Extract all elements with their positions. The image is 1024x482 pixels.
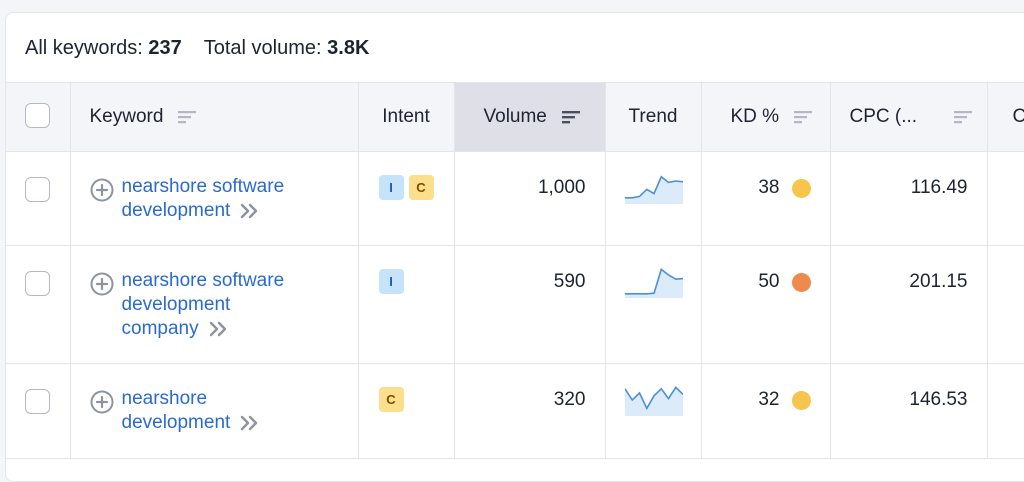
header-trend: Trend <box>605 83 701 152</box>
header-intent-label: Intent <box>382 106 430 128</box>
kd-value: 50 <box>758 271 779 293</box>
trend-sparkline <box>625 266 683 298</box>
kd-cell: 32 <box>701 364 830 459</box>
sort-icon[interactable] <box>177 109 197 125</box>
more-cell <box>987 152 1024 246</box>
add-keyword-icon[interactable] <box>90 390 114 414</box>
intent-commercial-badge: C <box>379 387 404 412</box>
double-chevron-right-icon[interactable] <box>239 414 261 432</box>
intent-commercial-badge: C <box>409 175 434 200</box>
intent-informational-badge: I <box>379 175 404 200</box>
volume-value: 1,000 <box>454 152 605 246</box>
all-keywords-count: 237 <box>148 37 181 59</box>
kd-easy-dot <box>792 179 811 198</box>
header-keyword-label: Keyword <box>90 106 164 128</box>
volume-value: 320 <box>454 364 605 459</box>
all-keywords-label: All keywords: <box>25 37 143 59</box>
header-kd-label: KD % <box>731 106 780 128</box>
trend-cell <box>605 246 701 364</box>
header-more-label: C <box>1013 106 1024 128</box>
header-intent: Intent <box>358 83 454 152</box>
table-header-row: Keyword Intent Volume <box>6 83 1024 152</box>
trend-cell <box>605 364 701 459</box>
header-keyword[interactable]: Keyword <box>70 83 358 152</box>
header-select-all <box>6 83 70 152</box>
keywords-panel: All keywords: 237 Total volume: 3.8K Keyw… <box>5 12 1024 482</box>
sort-icon[interactable] <box>793 109 813 125</box>
row-checkbox[interactable] <box>25 177 50 202</box>
volume-value: 590 <box>454 246 605 364</box>
row-checkbox[interactable] <box>25 389 50 414</box>
cpc-value: 116.49 <box>830 152 987 246</box>
kd-value: 32 <box>758 389 779 411</box>
trend-sparkline <box>625 384 683 416</box>
sort-icon[interactable] <box>953 109 973 125</box>
kd-medium-dot <box>792 273 811 292</box>
header-volume-label: Volume <box>484 106 547 128</box>
header-trend-label: Trend <box>629 106 678 128</box>
trend-cell <box>605 152 701 246</box>
header-cpc-label: CPC (... <box>850 106 918 128</box>
header-cpc[interactable]: CPC (... <box>830 83 987 152</box>
keywords-table: Keyword Intent Volume <box>6 82 1024 459</box>
kd-easy-dot <box>792 391 811 410</box>
add-keyword-icon[interactable] <box>90 272 114 296</box>
header-more[interactable]: C <box>987 83 1024 152</box>
intent-cell: C <box>358 364 454 459</box>
row-checkbox[interactable] <box>25 271 50 296</box>
more-cell <box>987 364 1024 459</box>
total-volume-value: 3.8K <box>327 37 369 59</box>
cpc-value: 201.15 <box>830 246 987 364</box>
trend-sparkline <box>625 172 683 204</box>
double-chevron-right-icon[interactable] <box>239 202 261 220</box>
header-volume[interactable]: Volume <box>454 83 605 152</box>
cpc-value: 146.53 <box>830 364 987 459</box>
add-keyword-icon[interactable] <box>90 178 114 202</box>
more-cell <box>987 246 1024 364</box>
trend-area <box>625 387 683 416</box>
select-all-checkbox[interactable] <box>25 103 50 128</box>
header-kd[interactable]: KD % <box>701 83 830 152</box>
intent-cell: I <box>358 246 454 364</box>
sort-active-icon[interactable] <box>561 109 581 125</box>
keywords-summary: All keywords: 237 Total volume: 3.8K <box>25 37 369 60</box>
kd-value: 38 <box>758 177 779 199</box>
kd-cell: 38 <box>701 152 830 246</box>
double-chevron-right-icon[interactable] <box>208 320 230 338</box>
kd-cell: 50 <box>701 246 830 364</box>
intent-informational-badge: I <box>379 269 404 294</box>
total-volume-label: Total volume: <box>204 37 322 59</box>
